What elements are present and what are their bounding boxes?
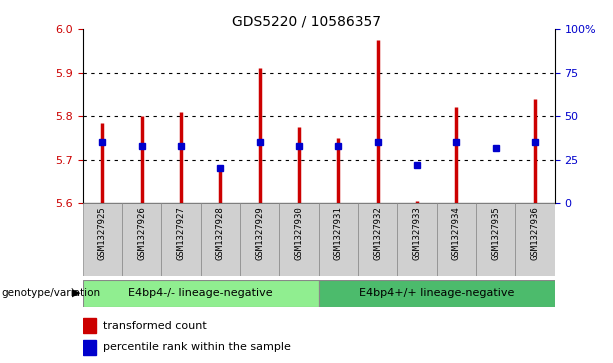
Text: GDS5220 / 10586357: GDS5220 / 10586357 [232, 15, 381, 29]
Text: GSM1327928: GSM1327928 [216, 206, 225, 260]
Bar [358, 203, 397, 276]
Text: E4bp4-/- lineage-negative: E4bp4-/- lineage-negative [129, 288, 273, 298]
Bar [83, 318, 96, 333]
Text: percentile rank within the sample: percentile rank within the sample [103, 342, 291, 352]
Text: transformed count: transformed count [103, 321, 207, 331]
Bar [280, 203, 319, 276]
Text: GSM1327931: GSM1327931 [334, 206, 343, 260]
Text: ▶: ▶ [72, 288, 81, 298]
Text: GSM1327933: GSM1327933 [413, 206, 422, 260]
Bar [122, 203, 161, 276]
Text: GSM1327926: GSM1327926 [137, 206, 147, 260]
Bar [83, 203, 122, 276]
Text: E4bp4+/+ lineage-negative: E4bp4+/+ lineage-negative [359, 288, 514, 298]
Bar [240, 203, 280, 276]
Bar [319, 203, 358, 276]
Bar [436, 203, 476, 276]
Bar [516, 203, 555, 276]
Bar [161, 203, 201, 276]
Text: GSM1327936: GSM1327936 [531, 206, 539, 260]
Text: GSM1327934: GSM1327934 [452, 206, 461, 260]
Bar [476, 203, 516, 276]
Text: genotype/variation: genotype/variation [1, 288, 101, 298]
Text: GSM1327932: GSM1327932 [373, 206, 383, 260]
Text: GSM1327930: GSM1327930 [295, 206, 303, 260]
Text: GSM1327927: GSM1327927 [177, 206, 186, 260]
Bar [83, 339, 96, 355]
Bar [397, 203, 436, 276]
Text: GSM1327925: GSM1327925 [98, 206, 107, 260]
Text: GSM1327935: GSM1327935 [491, 206, 500, 260]
Bar [201, 203, 240, 276]
Text: GSM1327929: GSM1327929 [255, 206, 264, 260]
Bar [83, 280, 319, 307]
Bar [319, 280, 555, 307]
